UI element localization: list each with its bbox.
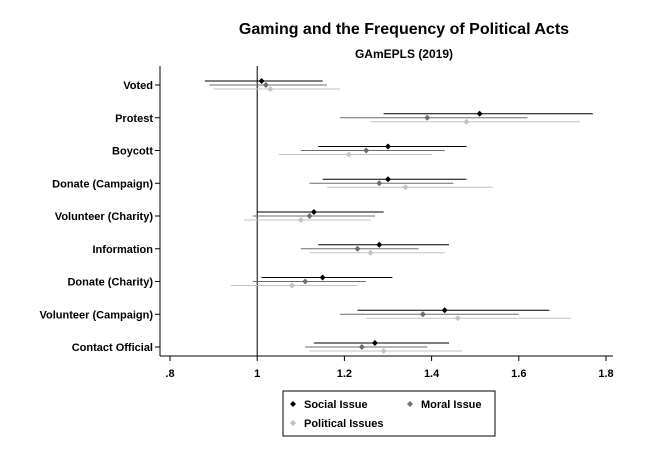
legend-label: Political Issues	[304, 418, 383, 430]
point-estimate	[302, 278, 309, 285]
legend-box	[282, 390, 496, 437]
x-tick-label: 1.4	[424, 368, 440, 380]
category-label: Boycott	[112, 146, 153, 158]
point-estimate	[363, 147, 370, 154]
x-tick-label: 1	[254, 368, 260, 380]
point-estimate	[463, 118, 470, 125]
point-estimate	[258, 78, 265, 84]
point-estimate	[306, 213, 313, 219]
point-estimate	[262, 82, 269, 88]
point-estimate	[424, 114, 431, 121]
category-label: Donate (Campaign)	[52, 178, 153, 190]
point-estimate	[345, 151, 352, 158]
category-label: Volunteer (Campaign)	[40, 309, 154, 321]
legend-marker	[290, 401, 296, 407]
point-estimate	[380, 348, 387, 354]
category-label: Voted	[123, 80, 153, 92]
x-tick-label: 1.6	[511, 368, 526, 380]
category-label: Donate (Charity)	[67, 277, 153, 289]
point-estimate	[354, 245, 361, 252]
point-estimate	[367, 249, 374, 256]
chart-title: Gaming and the Frequency of Political Ac…	[239, 21, 569, 38]
category-label: Protest	[115, 113, 153, 125]
point-estimate	[454, 315, 461, 322]
x-tick-label: 1.8	[598, 368, 613, 380]
point-estimate	[371, 340, 378, 346]
point-estimate	[419, 311, 426, 318]
point-estimate	[476, 110, 483, 117]
point-estimate	[385, 176, 391, 183]
point-estimate	[319, 274, 326, 281]
point-estimate	[376, 180, 383, 187]
category-label: Contact Official	[72, 342, 153, 354]
chart-subtitle: GAmEPLS (2019)	[355, 47, 453, 61]
point-estimate	[267, 86, 274, 92]
legend-label: Social Issue	[304, 399, 368, 411]
x-tick-label: 1.2	[337, 368, 352, 380]
point-estimate	[310, 209, 317, 215]
legend: Social Issue Moral Issue Political Issues	[282, 390, 496, 437]
legend-marker	[407, 401, 413, 407]
point-estimate	[441, 307, 448, 314]
point-estimate	[402, 184, 409, 191]
plot-area: .8 1 1.2 1.4 1.6 1.8 Voted Protest Boycott Donate…	[40, 66, 614, 380]
point-estimate	[358, 344, 365, 350]
category-label: Volunteer (Charity)	[55, 211, 154, 223]
point-estimate	[376, 241, 383, 248]
point-estimate	[289, 282, 296, 289]
x-tick-label: .8	[165, 368, 174, 380]
legend-marker	[290, 420, 296, 426]
point-estimate	[385, 143, 391, 150]
legend-label: Moral Issue	[421, 399, 482, 411]
category-label: Information	[93, 244, 154, 256]
point-estimate	[297, 217, 304, 223]
